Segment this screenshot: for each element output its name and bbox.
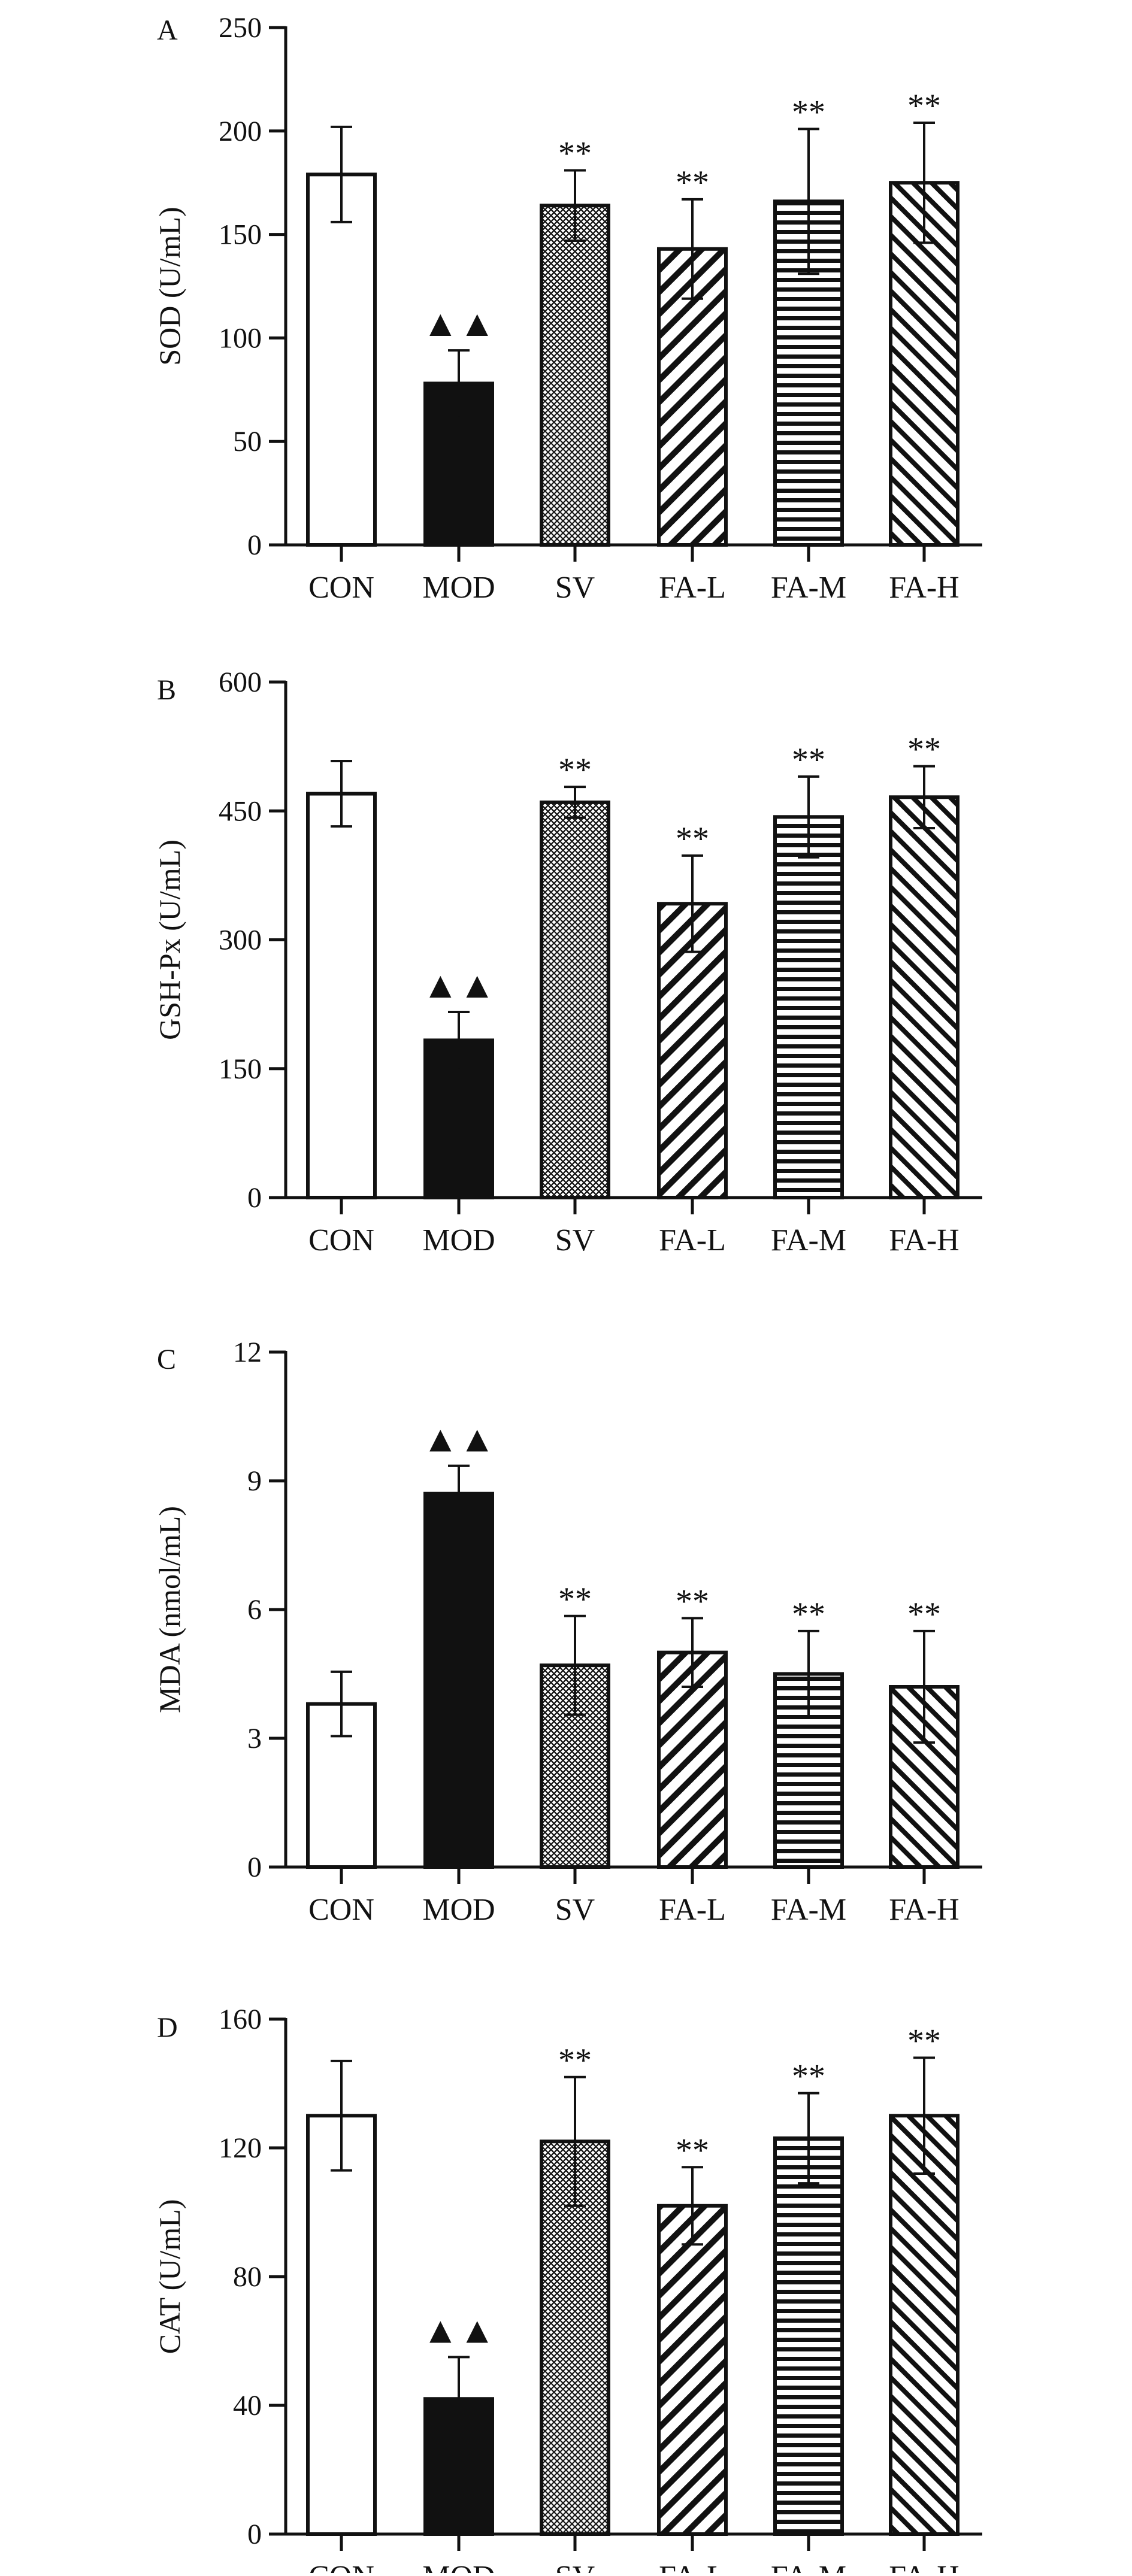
bar-mod bbox=[423, 1492, 494, 1869]
bar-con bbox=[306, 172, 377, 547]
significance-asterisks: ** bbox=[558, 135, 592, 172]
panel-label: D bbox=[157, 2012, 178, 2044]
x-tick-label: FA-L bbox=[659, 571, 726, 605]
significance-asterisks: ** bbox=[558, 751, 592, 789]
y-tick-label: 0 bbox=[247, 529, 262, 561]
y-tick-label: 160 bbox=[219, 2004, 262, 2035]
x-tick-label: FA-M bbox=[771, 1893, 846, 1927]
bar-fa-h bbox=[889, 795, 960, 1200]
x-tick-label: SV bbox=[555, 571, 595, 605]
y-axis-label: SOD (U/mL) bbox=[153, 207, 186, 365]
significance-asterisks: ** bbox=[676, 2132, 709, 2169]
significance-asterisks: ** bbox=[676, 164, 709, 201]
x-tick-label: FA-M bbox=[771, 571, 846, 605]
x-tick-label: FA-H bbox=[889, 1223, 959, 1257]
y-tick-label: 0 bbox=[247, 2519, 262, 2550]
x-tick-label: FA-H bbox=[889, 1893, 959, 1927]
bar-sv bbox=[540, 800, 610, 1199]
bar-fa-m bbox=[773, 815, 844, 1200]
panel-label: C bbox=[157, 1344, 176, 1375]
y-tick-label: 0 bbox=[247, 1851, 262, 1883]
x-tick-label: SV bbox=[555, 1893, 595, 1927]
x-tick-label: SV bbox=[555, 2560, 595, 2573]
x-tick-label: FA-M bbox=[771, 2560, 846, 2573]
chart-panel-c: C MDA (nmol/mL) 0 3 6 9 12 CON ▲▲ MOD ** SV ** FA-L **… bbox=[153, 1337, 982, 1927]
x-tick-label: CON bbox=[308, 1223, 374, 1257]
x-tick-label: MOD bbox=[422, 1893, 495, 1927]
significance-asterisks: ** bbox=[792, 2058, 825, 2095]
y-tick-label: 0 bbox=[247, 1182, 262, 1214]
y-tick-label: 450 bbox=[219, 795, 262, 827]
significance-triangles: ▲▲ bbox=[422, 1419, 496, 1460]
y-tick-label: 250 bbox=[219, 12, 262, 44]
bar-con bbox=[306, 792, 377, 1200]
y-tick-label: 100 bbox=[219, 322, 262, 354]
bar-fa-h bbox=[889, 2114, 960, 2536]
significance-asterisks: ** bbox=[558, 1581, 592, 1618]
y-tick-label: 6 bbox=[247, 1594, 262, 1626]
bar-fa-m bbox=[773, 2136, 844, 2536]
y-tick-label: 120 bbox=[219, 2132, 262, 2164]
y-tick-label: 300 bbox=[219, 925, 262, 956]
bar-mod bbox=[423, 381, 494, 547]
x-tick-label: MOD bbox=[422, 2560, 495, 2573]
x-tick-label: CON bbox=[308, 571, 374, 605]
y-tick-label: 3 bbox=[247, 1723, 262, 1754]
bar-fa-l bbox=[657, 2204, 728, 2536]
y-tick-label: 40 bbox=[233, 2390, 262, 2422]
significance-asterisks: ** bbox=[907, 87, 941, 125]
significance-asterisks: ** bbox=[792, 1596, 825, 1633]
bar-sv bbox=[540, 2139, 610, 2536]
x-tick-label: FA-L bbox=[659, 2560, 726, 2573]
x-tick-label: FA-L bbox=[659, 1893, 726, 1927]
panel-label: A bbox=[157, 14, 178, 46]
significance-triangles: ▲▲ bbox=[422, 2310, 496, 2351]
significance-asterisks: ** bbox=[676, 1583, 709, 1620]
y-tick-label: 200 bbox=[219, 116, 262, 147]
chart-panel-d: D CAT (U/mL) 0 40 80 120 160 CON ▲▲ MOD ** SV ** FA-L… bbox=[153, 2004, 982, 2576]
x-tick-label: FA-L bbox=[659, 1223, 726, 1257]
x-tick-label: MOD bbox=[422, 571, 495, 605]
significance-triangles: ▲▲ bbox=[422, 304, 496, 344]
x-tick-label: MOD bbox=[422, 1223, 495, 1257]
x-tick-label: CON bbox=[308, 1893, 374, 1927]
x-tick-label: FA-M bbox=[771, 1223, 846, 1257]
y-tick-label: 9 bbox=[247, 1465, 262, 1497]
significance-asterisks: ** bbox=[792, 93, 825, 131]
significance-asterisks: ** bbox=[907, 2023, 941, 2060]
x-tick-label: FA-H bbox=[889, 571, 959, 605]
y-tick-label: 80 bbox=[233, 2261, 262, 2293]
bar-sv bbox=[540, 204, 610, 547]
significance-asterisks: ** bbox=[907, 1596, 941, 1633]
y-tick-label: 150 bbox=[219, 219, 262, 251]
y-tick-label: 12 bbox=[233, 1337, 262, 1368]
y-axis-label: CAT (U/mL) bbox=[153, 2199, 186, 2354]
chart-panel-b: B GSH-Px (U/mL) 0 150 300 450 600 CON ▲▲ MOD ** SV *… bbox=[153, 666, 982, 1257]
x-tick-label: CON bbox=[308, 2560, 374, 2573]
y-axis-label: MDA (nmol/mL) bbox=[153, 1506, 186, 1713]
x-tick-label: FA-H bbox=[889, 2560, 959, 2573]
x-tick-label: SV bbox=[555, 1223, 595, 1257]
chart-panel-a: A SOD (U/mL) 0 50 100 150 200 250 CON ▲▲ MOD ** SV **… bbox=[153, 12, 982, 605]
y-tick-label: 600 bbox=[219, 666, 262, 698]
significance-asterisks: ** bbox=[792, 741, 825, 778]
y-tick-label: 150 bbox=[219, 1053, 262, 1085]
significance-asterisks: ** bbox=[558, 2042, 592, 2079]
y-axis-label: GSH-Px (U/mL) bbox=[153, 840, 186, 1040]
significance-asterisks: ** bbox=[907, 731, 941, 768]
y-tick-label: 50 bbox=[233, 426, 262, 457]
bar-con bbox=[306, 2114, 377, 2536]
significance-asterisks: ** bbox=[676, 820, 709, 857]
panel-label: B bbox=[157, 674, 176, 706]
significance-triangles: ▲▲ bbox=[422, 965, 496, 1006]
